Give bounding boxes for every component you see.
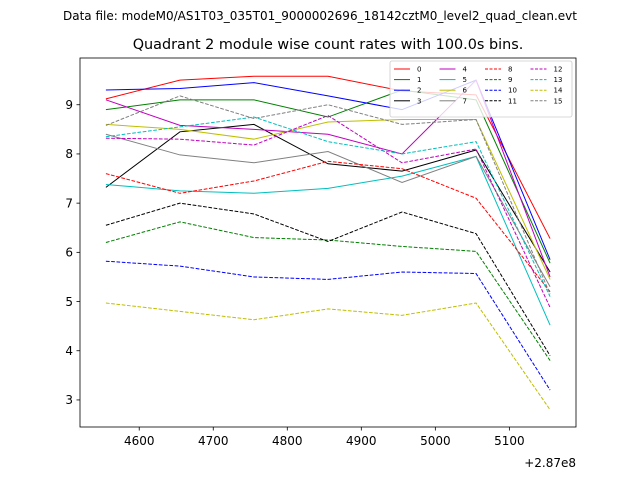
series-line-7 [105, 133, 551, 288]
plot-lines [105, 75, 551, 411]
x-tick-label: 4800 [272, 434, 303, 448]
chart-suptitle: Data file: modeM0/AS1T03_035T01_90000026… [63, 9, 577, 23]
legend-label-1: 1 [417, 76, 421, 84]
chart-title: Quadrant 2 module wise count rates with … [133, 37, 524, 53]
y-tick-label: 5 [65, 295, 73, 309]
x-tick-label: 4900 [346, 434, 377, 448]
legend-box [389, 60, 573, 118]
series-line-15 [105, 95, 551, 295]
legend-label-3: 3 [417, 97, 421, 105]
y-tick-label: 7 [65, 196, 73, 210]
legend-label-12: 12 [554, 66, 563, 74]
legend-label-9: 9 [508, 76, 512, 84]
y-tick-label: 6 [65, 246, 73, 260]
legend-label-0: 0 [417, 66, 421, 74]
legend-label-10: 10 [508, 87, 517, 95]
series-line-13 [105, 116, 551, 297]
x-tick-label: 5000 [420, 434, 451, 448]
series-line-10 [105, 260, 551, 391]
legend-label-6: 6 [463, 87, 468, 95]
series-line-12 [105, 115, 551, 308]
legend-label-7: 7 [463, 97, 467, 105]
x-tick-label: 4600 [124, 434, 155, 448]
series-line-9 [105, 221, 551, 361]
legend-label-4: 4 [463, 66, 468, 74]
series-line-8 [105, 160, 551, 293]
series-line-14 [105, 302, 551, 411]
series-line-11 [105, 202, 551, 356]
series-line-6 [105, 119, 551, 280]
series-line-5 [105, 155, 551, 326]
x-axis-offset-label: +2.87e8 [524, 456, 576, 470]
plot-frame [79, 57, 577, 428]
x-tick-label: 4700 [198, 434, 229, 448]
legend-label-8: 8 [508, 66, 512, 74]
x-tick-label: 5100 [494, 434, 525, 448]
legend-label-11: 11 [508, 97, 517, 105]
legend-label-13: 13 [554, 76, 563, 84]
legend-label-14: 14 [554, 87, 563, 95]
y-tick-label: 8 [65, 147, 73, 161]
y-tick-label: 4 [65, 344, 73, 358]
y-tick-label: 9 [65, 98, 73, 112]
series-line-3 [105, 123, 551, 273]
y-tick-label: 3 [65, 393, 73, 407]
legend-label-5: 5 [463, 76, 467, 84]
legend-label-2: 2 [417, 87, 421, 95]
legend-label-15: 15 [554, 97, 563, 105]
